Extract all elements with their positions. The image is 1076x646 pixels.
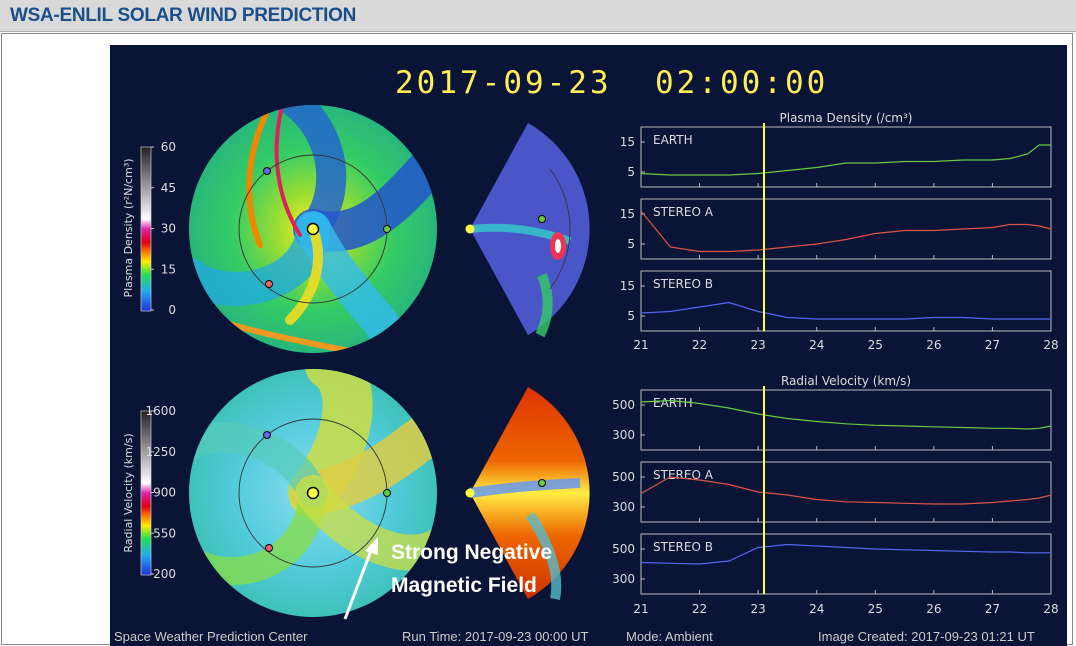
x-tick-label: 23: [751, 602, 766, 616]
density-colorbar: 60 45 30 15 0 Plasma Density (r²N/cm³): [122, 140, 176, 317]
colorbar-tick: 550: [153, 526, 176, 540]
series-line-stereo-b: [640, 301, 1051, 320]
series-line-stereo-a: [640, 210, 1052, 253]
colorbar-tick: 1600: [145, 404, 176, 418]
panel-earth: 500 300 EARTH: [612, 389, 1052, 451]
density-side-view: [465, 123, 590, 338]
panel-stereo-b: 15 5 STEREO B: [620, 270, 1052, 332]
footer-org: Space Weather Prediction Center: [114, 629, 308, 644]
x-tick-label: 25: [868, 602, 883, 616]
panel-frame: [640, 389, 1052, 451]
panel-frame: [640, 270, 1052, 332]
colorbar-tick: 30: [161, 222, 176, 236]
density-colorbar-label: Plasma Density (r²N/cm³): [122, 158, 135, 297]
page-header: WSA-ENLIL SOLAR WIND PREDICTION: [0, 0, 1076, 32]
page-title: WSA-ENLIL SOLAR WIND PREDICTION: [10, 5, 357, 26]
x-tick-label: 26: [926, 338, 941, 352]
panel-frame: [640, 126, 1052, 188]
x-tick-label: 26: [926, 602, 941, 616]
panel-label: STEREO A: [653, 468, 714, 482]
colorbar-tick: 45: [161, 181, 176, 195]
velocity-side-view: [465, 387, 590, 601]
x-tick-label: 21: [633, 602, 648, 616]
y-tick-label: 300: [612, 500, 635, 514]
y-tick-label: 500: [612, 470, 635, 484]
y-tick-label: 5: [627, 309, 635, 323]
colorbar-tick: 0: [168, 303, 176, 317]
y-tick-label: 5: [627, 165, 635, 179]
colorbar-tick: 200: [153, 567, 176, 581]
footer-run-time: Run Time: 2017-09-23 00:00 UT: [402, 629, 588, 644]
y-tick-label: 500: [612, 542, 635, 556]
x-tick-label: 25: [868, 338, 883, 352]
footer-created: Image Created: 2017-09-23 01:21 UT: [818, 629, 1035, 644]
colorbar-tick: 900: [153, 486, 176, 500]
chart-title: Radial Velocity (km/s): [781, 374, 911, 388]
y-tick-label: 300: [612, 428, 635, 442]
panel-label: STEREO B: [653, 540, 713, 554]
panel-label: EARTH: [653, 396, 693, 410]
velocity-timeseries: Radial Velocity (km/s) 500 300 EARTH 500 300 S…: [612, 374, 1059, 616]
y-tick-label: 15: [620, 207, 635, 221]
velocity-colorbar-label: Radial Velocity (km/s): [122, 433, 135, 552]
panel-label: STEREO A: [653, 205, 714, 219]
footer-mode: Mode: Ambient: [626, 629, 713, 644]
x-tick-label: 28: [1043, 338, 1058, 352]
panel-stereo-a: 500 300 STEREO A: [612, 461, 1052, 523]
x-tick-label: 28: [1043, 602, 1058, 616]
annotation-line2: Magnetic Field: [391, 574, 537, 597]
series-line-earth: [640, 144, 1051, 176]
x-tick-label: 24: [809, 602, 824, 616]
panel-frame: [640, 461, 1052, 523]
y-tick-label: 15: [620, 135, 635, 149]
panel-earth: 15 5 EARTH: [620, 126, 1052, 188]
series-line-stereo-a: [640, 476, 1052, 505]
x-tick-label: 27: [985, 338, 1000, 352]
colorbar-tick: 1250: [145, 445, 176, 459]
colorbar-tick: 15: [161, 262, 176, 276]
chart-title: Plasma Density (/cm³): [780, 111, 913, 125]
colorbar-tick: 60: [161, 140, 176, 154]
x-tick-label: 21: [633, 338, 648, 352]
y-tick-label: 500: [612, 398, 635, 412]
y-tick-label: 300: [612, 572, 635, 586]
enlil-visualization: 2017-09-23 02:00:00 60 45 30 15 0 Plasma Den…: [110, 45, 1067, 646]
series-line-earth: [640, 399, 1052, 430]
panel-label: EARTH: [653, 133, 693, 147]
y-tick-label: 5: [627, 237, 635, 251]
x-tick-label: 24: [809, 338, 824, 352]
density-timeseries: Plasma Density (/cm³) 15 5 EARTH 15 5 STEREO A…: [620, 111, 1059, 352]
panel-stereo-a: 15 5 STEREO A: [620, 198, 1052, 260]
velocity-colorbar: 1600 1250 900 550 200 Radial Velocity (km/s): [122, 404, 176, 581]
timeseries-charts: Plasma Density (/cm³) 15 5 EARTH 15 5 STEREO A…: [612, 111, 1059, 616]
magnetic-field-annotation: Strong Negative Magnetic Field: [343, 537, 552, 620]
panel-frame: [640, 533, 1052, 595]
x-tick-label: 22: [692, 338, 707, 352]
velocity-colorbar-ticks: 1600 1250 900 550 200: [145, 404, 176, 581]
annotation-line1: Strong Negative: [391, 541, 552, 564]
density-colorbar-ticks: 60 45 30 15 0: [151, 140, 176, 317]
y-tick-label: 15: [620, 279, 635, 293]
panel-label: STEREO B: [653, 277, 713, 291]
series-line-stereo-b: [640, 543, 1051, 565]
x-tick-label: 27: [985, 602, 1000, 616]
x-tick-label: 22: [692, 602, 707, 616]
viz-footer: Space Weather Prediction Center Run Time…: [114, 629, 1035, 644]
timestamp: 2017-09-23 02:00:00: [395, 65, 828, 101]
x-tick-label: 23: [751, 338, 766, 352]
panel-stereo-b: 500 300 STEREO B: [612, 533, 1052, 595]
